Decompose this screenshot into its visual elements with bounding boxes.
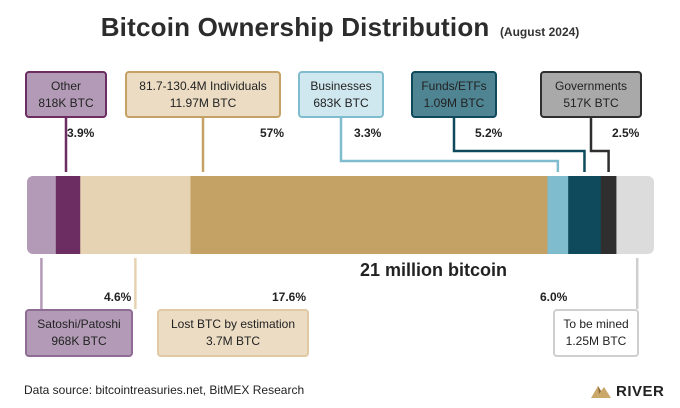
label-box-businesses: Businesses 683K BTC — [298, 71, 384, 118]
percent-label-lost: 17.6% — [272, 290, 307, 304]
label-amount-lost: 3.7M BTC — [205, 334, 260, 348]
label-amount-individuals: 11.97M BTC — [169, 96, 237, 110]
subtitle-text: (August 2024) — [499, 25, 580, 39]
label-box-satoshi: Satoshi/Patoshi 968K BTC — [25, 309, 133, 357]
data-source: Data source: bitcointreasuries.net, BitM… — [24, 383, 305, 397]
brand-logo: RIVER — [590, 380, 664, 402]
brand-name: RIVER — [616, 382, 665, 400]
label-box-other: Other 818K BTC — [25, 71, 107, 118]
label-name-satoshi: Satoshi/Patoshi — [37, 317, 121, 331]
label-amount-other: 818K BTC — [38, 96, 94, 110]
label-box-funds: Funds/ETFs 1.09M BTC — [411, 71, 497, 118]
label-name-other: Other — [50, 79, 81, 93]
bar-segment-lost — [80, 176, 191, 254]
label-name-governments: Governments — [554, 79, 628, 93]
label-amount-satoshi: 968K BTC — [51, 334, 107, 348]
percent-label-to_be_mined: 6.0% — [540, 290, 568, 304]
chart-title: Bitcoin Ownership Distribution (August 2… — [0, 12, 680, 43]
label-name-funds: Funds/ETFs — [421, 79, 487, 93]
percent-label-funds: 5.2% — [475, 126, 503, 140]
percent-label-businesses: 3.3% — [354, 126, 382, 140]
label-box-to_be_mined: To be mined 1.25M BTC — [553, 309, 639, 357]
label-name-individuals: 81.7-130.4M Individuals — [139, 79, 267, 93]
percent-label-individuals: 57% — [260, 126, 285, 140]
bar-outline — [23, 172, 658, 258]
bar-segment-other — [55, 176, 81, 254]
label-amount-to_be_mined: 1.25M BTC — [565, 334, 627, 348]
connector-businesses — [339, 118, 560, 176]
bar-segment-businesses — [547, 176, 569, 254]
label-amount-governments: 517K BTC — [563, 96, 619, 110]
connector-governments — [589, 118, 610, 176]
percent-label-other: 3.9% — [67, 126, 95, 140]
mountain-icon — [591, 386, 611, 398]
label-name-businesses: Businesses — [310, 79, 372, 93]
label-name-lost: Lost BTC by estimation — [170, 317, 296, 331]
bar-segment-to_be_mined — [616, 176, 655, 254]
bar-segment-satoshi — [27, 176, 57, 254]
bar-segment-governments — [600, 176, 617, 254]
percent-label-satoshi: 4.6% — [104, 290, 132, 304]
bar-segment-funds — [568, 176, 602, 254]
label-name-to_be_mined: To be mined — [563, 317, 629, 331]
total-label: 21 million bitcoin — [360, 260, 508, 280]
percent-label-governments: 2.5% — [612, 126, 640, 140]
label-box-governments: Governments 517K BTC — [540, 71, 642, 118]
label-amount-funds: 1.09M BTC — [423, 96, 485, 110]
title-text: Bitcoin Ownership Distribution — [100, 12, 490, 42]
label-amount-businesses: 683K BTC — [313, 96, 369, 110]
label-box-lost: Lost BTC by estimation 3.7M BTC — [157, 309, 309, 357]
bar-segment-individuals — [190, 176, 548, 254]
label-box-individuals: 81.7-130.4M Individuals 11.97M BTC — [125, 71, 281, 118]
connector-funds — [452, 118, 586, 176]
